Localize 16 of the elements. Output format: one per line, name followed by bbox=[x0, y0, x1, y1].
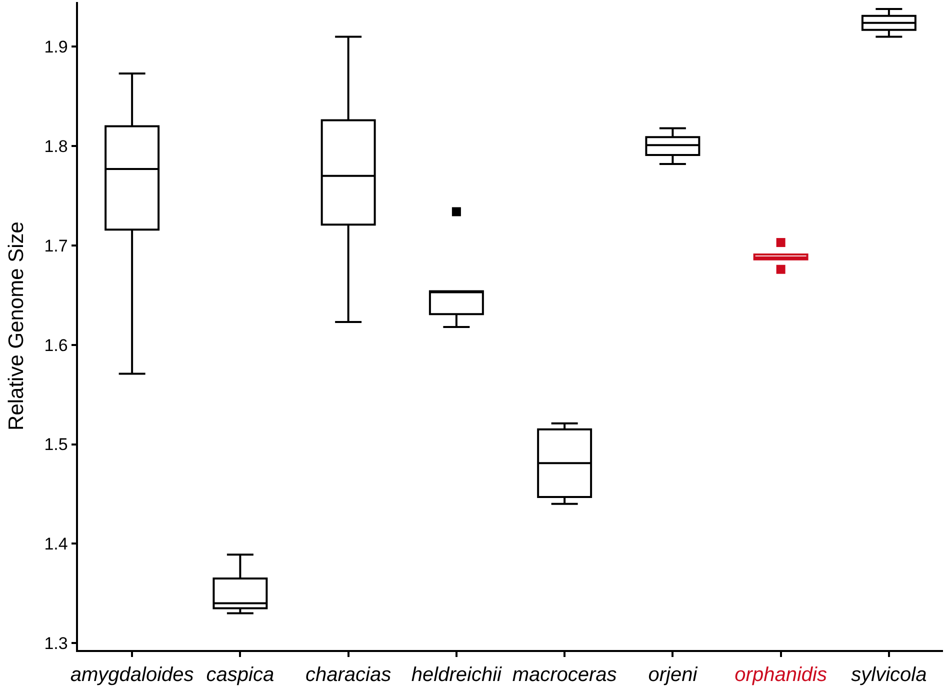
x-tick-label: orphanidis bbox=[734, 664, 827, 686]
x-tick-label: heldreichii bbox=[411, 664, 502, 686]
y-tick-label: 1.5 bbox=[44, 435, 68, 454]
x-tick-label: sylvicola bbox=[851, 664, 927, 686]
y-tick-label: 1.3 bbox=[44, 634, 68, 653]
x-tick-label: caspica bbox=[206, 664, 274, 686]
x-tick-label: amygdaloides bbox=[70, 664, 194, 686]
x-tick-label: characias bbox=[306, 664, 392, 686]
y-tick-label: 1.9 bbox=[44, 38, 68, 57]
y-tick-label: 1.7 bbox=[44, 236, 68, 256]
x-tick-label: orjeni bbox=[648, 664, 698, 686]
y-tick-label: 1.6 bbox=[44, 336, 68, 355]
y-tick-label: 1.8 bbox=[44, 137, 68, 156]
x-tick-label: macroceras bbox=[512, 664, 617, 686]
y-axis-title: Relative Genome Size bbox=[4, 222, 28, 430]
y-tick-label: 1.4 bbox=[44, 534, 68, 554]
